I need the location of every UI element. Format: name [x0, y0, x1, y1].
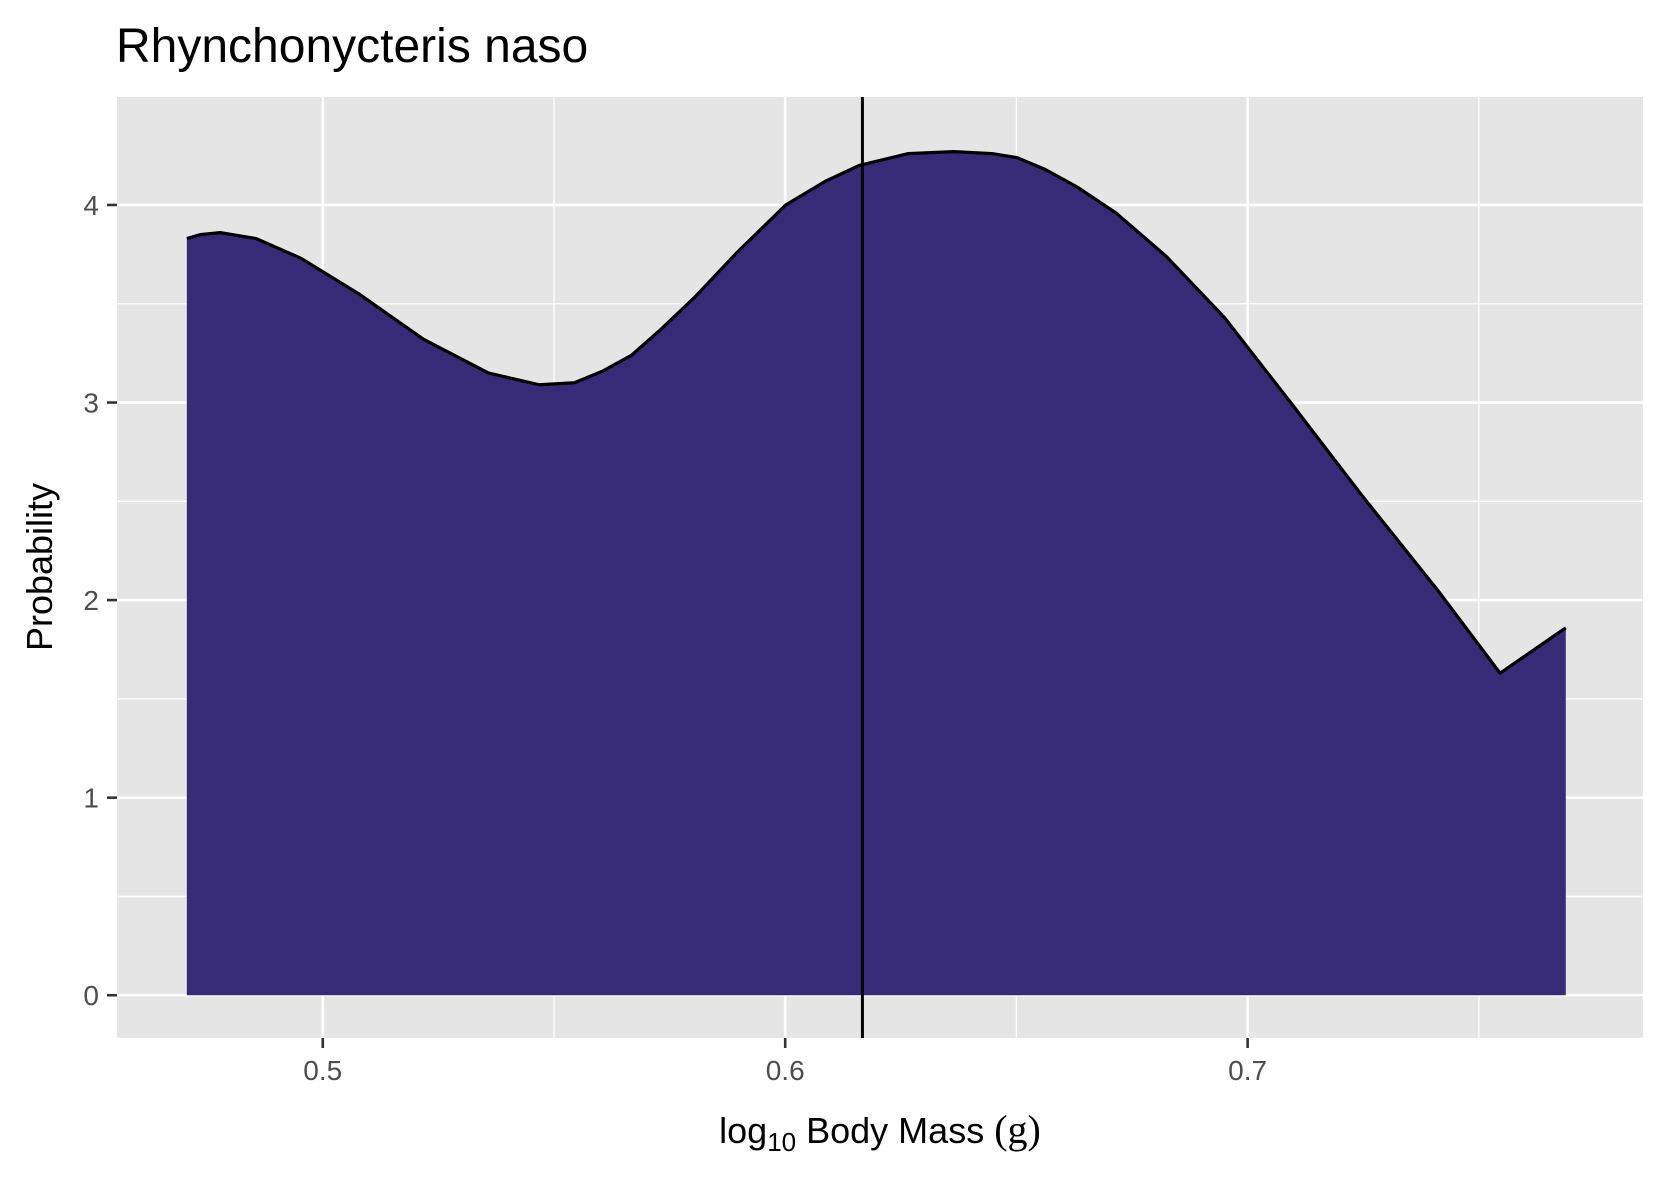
x-axis: 0.5 0.6 0.7: [303, 1038, 1267, 1086]
y-axis: 0 1 2 3 4: [83, 190, 117, 1011]
y-tick-label: 4: [83, 190, 99, 221]
x-axis-title-unit: (g): [994, 1107, 1041, 1152]
y-tick-label: 2: [83, 585, 99, 616]
x-axis-title: log10 Body Mass (g): [719, 1107, 1041, 1157]
x-axis-title-prefix: log: [719, 1110, 767, 1151]
y-tick-label: 0: [83, 980, 99, 1011]
x-tick-label: 0.6: [766, 1055, 805, 1086]
x-axis-title-subscript: 10: [767, 1127, 796, 1157]
y-tick-label: 1: [83, 783, 99, 814]
x-tick-label: 0.7: [1228, 1055, 1267, 1086]
y-tick-label: 3: [83, 388, 99, 419]
y-axis-title: Probability: [19, 483, 60, 651]
density-area: [186, 151, 1566, 996]
x-axis-title-main: Body Mass: [796, 1110, 994, 1151]
x-tick-label: 0.5: [303, 1055, 342, 1086]
chart-title: Rhynchonycteris naso: [116, 20, 588, 73]
density-curve: [186, 150, 1567, 675]
